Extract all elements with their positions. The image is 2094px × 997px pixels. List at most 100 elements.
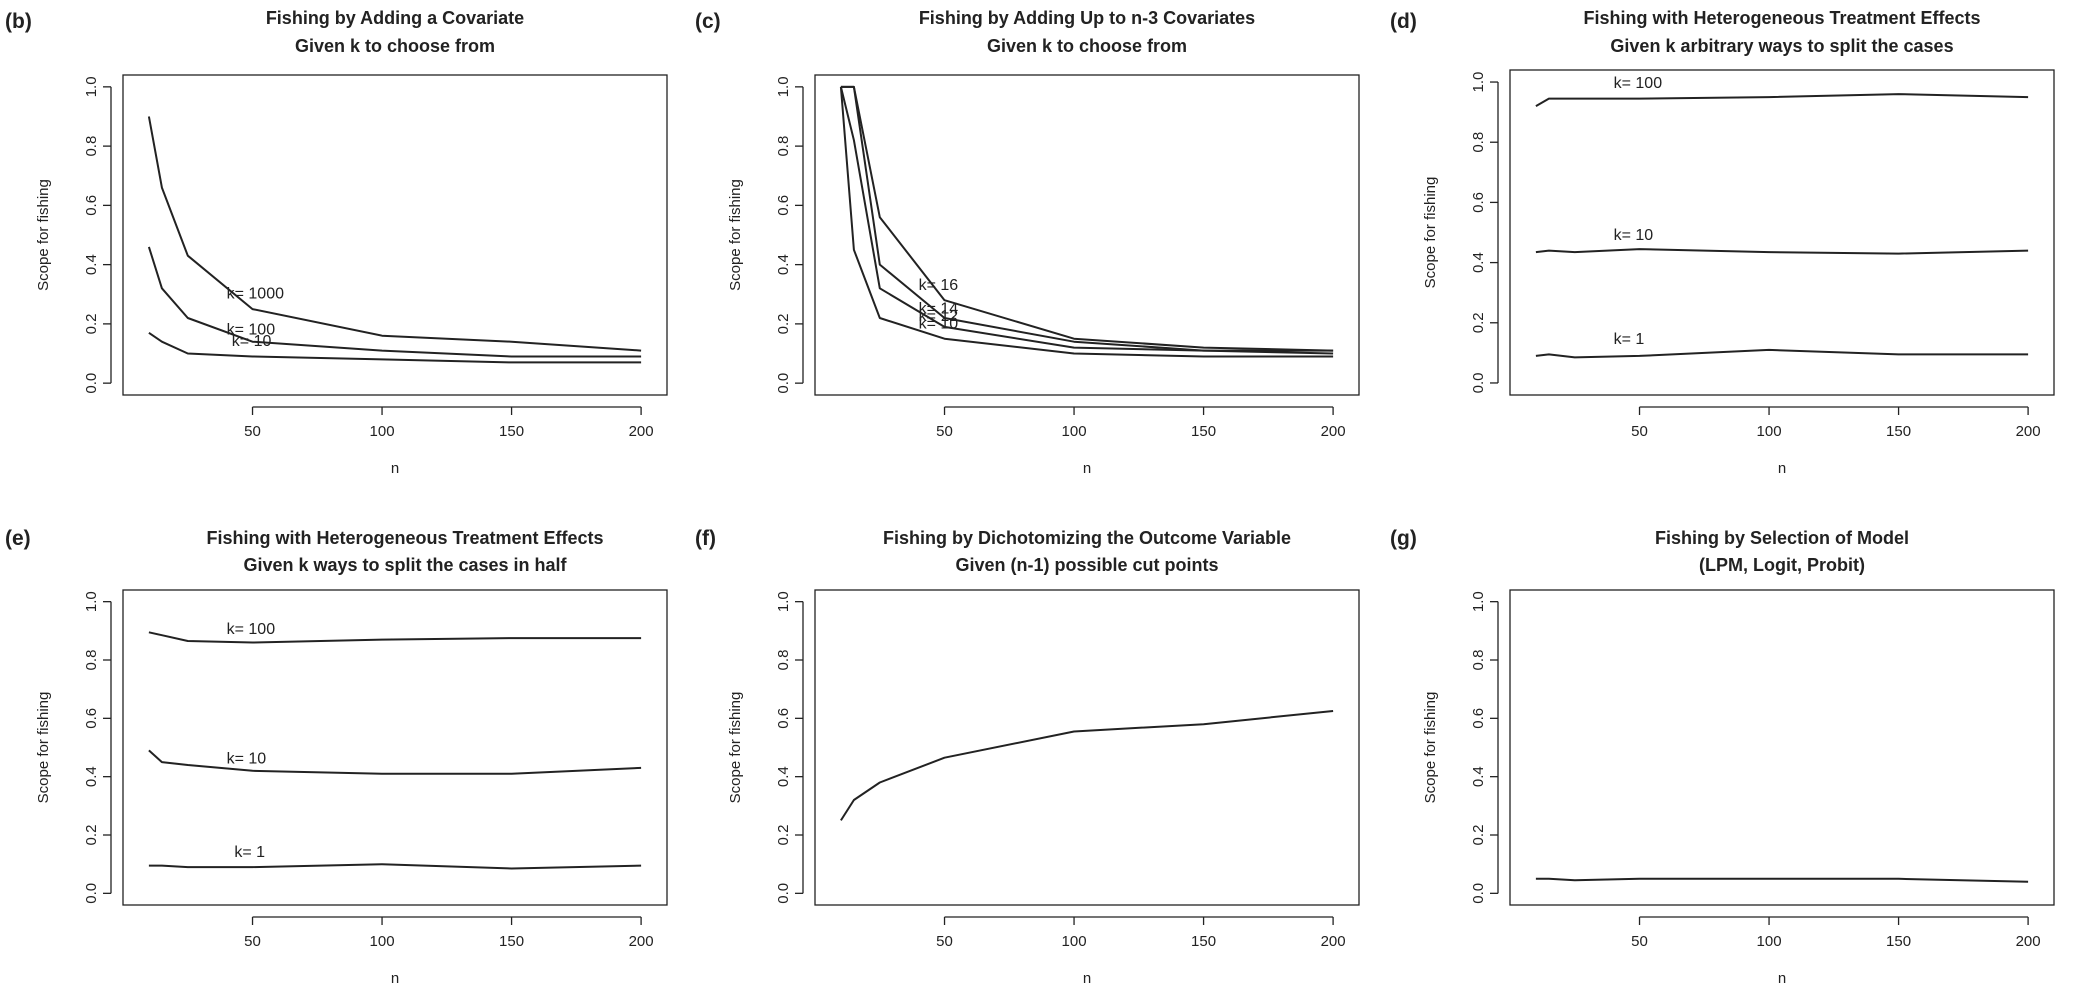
y-tick-label: 0.8 bbox=[775, 136, 792, 157]
y-tick-label: 0.8 bbox=[1470, 132, 1487, 153]
x-axis-label: n bbox=[1778, 970, 1786, 987]
series-line-1 bbox=[1535, 877, 2029, 883]
y-tick-label: 1.0 bbox=[1470, 72, 1487, 93]
series-line-1 bbox=[147, 116, 642, 352]
y-tick-label: 0.2 bbox=[775, 825, 792, 846]
series-line-4 bbox=[839, 86, 1334, 358]
y-tick-label: 0.0 bbox=[83, 883, 100, 904]
series-label: k= 1 bbox=[234, 844, 265, 861]
series-line-2 bbox=[1535, 248, 2029, 255]
y-tick-label: 0.4 bbox=[775, 254, 792, 275]
y-tick-label: 0.8 bbox=[775, 650, 792, 671]
x-tick-label: 150 bbox=[499, 933, 524, 950]
y-tick-label: 1.0 bbox=[83, 76, 100, 97]
series-label: k= 1 bbox=[1614, 331, 1645, 348]
series-line-2 bbox=[148, 749, 642, 775]
y-tick-label: 0.2 bbox=[83, 313, 100, 334]
series-line-3 bbox=[148, 863, 642, 870]
plot-frame bbox=[814, 74, 1360, 396]
y-tick-label: 0.2 bbox=[775, 313, 792, 334]
chart-title-line: Fishing by Adding a Covariate bbox=[266, 8, 524, 28]
plot-frame bbox=[1509, 589, 2055, 906]
y-tick-label: 0.0 bbox=[775, 373, 792, 394]
x-tick-label: 100 bbox=[1757, 423, 1782, 440]
x-tick-label: 150 bbox=[1886, 933, 1911, 950]
x-tick-label: 100 bbox=[1062, 933, 1087, 950]
chart-title-line: (LPM, Logit, Probit) bbox=[1699, 555, 1865, 575]
y-axis-label: Scope for fishing bbox=[35, 179, 52, 291]
chart-panel-2: (c) Fishing by Adding Up to n-3 Covariate… bbox=[695, 8, 1360, 477]
x-tick-label: 100 bbox=[1757, 933, 1782, 950]
x-tick-label: 50 bbox=[244, 423, 261, 440]
x-tick-label: 100 bbox=[370, 423, 395, 440]
chart-title-line: Given k ways to split the cases in half bbox=[243, 555, 567, 575]
chart-panel-4: (e) Fishing with Heterogeneous Treatment … bbox=[5, 527, 668, 987]
y-axis-label: Scope for fishing bbox=[1422, 692, 1439, 804]
y-tick-label: 0.0 bbox=[775, 883, 792, 904]
y-axis-label: Scope for fishing bbox=[1422, 177, 1439, 289]
chart-title-line: Fishing with Heterogeneous Treatment Eff… bbox=[206, 528, 603, 548]
y-tick-label: 0.4 bbox=[83, 766, 100, 787]
x-tick-label: 200 bbox=[2016, 933, 2041, 950]
x-axis-label: n bbox=[1778, 460, 1786, 477]
y-tick-label: 0.4 bbox=[775, 766, 792, 787]
series-label: k= 16 bbox=[919, 277, 959, 294]
y-tick-label: 0.8 bbox=[1470, 650, 1487, 671]
y-axis-label: Scope for fishing bbox=[727, 692, 744, 804]
y-tick-label: 0.4 bbox=[83, 254, 100, 275]
y-tick-label: 0.4 bbox=[1470, 252, 1487, 273]
series-line-3 bbox=[1535, 348, 2029, 359]
x-tick-label: 150 bbox=[1886, 423, 1911, 440]
series-line-3 bbox=[148, 331, 642, 364]
chart-title-line: Fishing by Dichotomizing the Outcome Var… bbox=[883, 528, 1291, 548]
panel-letter: (b) bbox=[5, 10, 32, 33]
series-line-1 bbox=[840, 710, 1334, 821]
x-tick-label: 150 bbox=[1191, 933, 1216, 950]
x-tick-label: 200 bbox=[629, 933, 654, 950]
y-tick-label: 1.0 bbox=[775, 76, 792, 97]
panel-letter: (g) bbox=[1390, 527, 1417, 550]
series-label: k= 10 bbox=[232, 333, 272, 350]
series-label: k= 100 bbox=[227, 321, 276, 338]
y-tick-label: 0.6 bbox=[775, 195, 792, 216]
x-tick-label: 50 bbox=[1631, 933, 1648, 950]
series-label: k= 100 bbox=[1614, 75, 1663, 92]
chart-panel-3: (d) Fishing with Heterogeneous Treatment … bbox=[1390, 8, 2055, 477]
x-tick-label: 100 bbox=[1062, 423, 1087, 440]
x-tick-label: 50 bbox=[936, 933, 953, 950]
chart-title-line: Given k to choose from bbox=[987, 36, 1187, 56]
plot-frame bbox=[122, 589, 668, 906]
plot-frame bbox=[122, 74, 668, 396]
series-line-2 bbox=[840, 85, 1334, 352]
y-tick-label: 0.6 bbox=[83, 708, 100, 729]
series-line-1 bbox=[1535, 93, 2029, 107]
y-tick-label: 0.2 bbox=[83, 825, 100, 846]
panel-letter: (d) bbox=[1390, 10, 1417, 33]
y-tick-label: 0.0 bbox=[1470, 373, 1487, 394]
chart-panel-5: (f) Fishing by Dichotomizing the Outcome … bbox=[695, 527, 1360, 987]
x-tick-label: 150 bbox=[499, 423, 524, 440]
series-label: k= 10 bbox=[919, 315, 959, 332]
x-tick-label: 50 bbox=[1631, 423, 1648, 440]
series-label: k= 10 bbox=[1614, 227, 1654, 244]
y-tick-label: 1.0 bbox=[1470, 591, 1487, 612]
y-tick-label: 0.6 bbox=[83, 195, 100, 216]
x-tick-label: 50 bbox=[244, 933, 261, 950]
y-tick-label: 0.8 bbox=[83, 136, 100, 157]
panel-letter: (e) bbox=[5, 527, 31, 550]
x-axis-label: n bbox=[1083, 970, 1091, 987]
y-tick-label: 0.4 bbox=[1470, 766, 1487, 787]
x-tick-label: 200 bbox=[629, 423, 654, 440]
chart-title-line: Fishing by Adding Up to n-3 Covariates bbox=[919, 8, 1255, 28]
chart-title-line: Fishing by Selection of Model bbox=[1655, 528, 1909, 548]
series-line-1 bbox=[148, 631, 642, 644]
y-tick-label: 1.0 bbox=[775, 591, 792, 612]
plot-frame bbox=[814, 589, 1360, 906]
y-tick-label: 1.0 bbox=[83, 591, 100, 612]
y-axis-label: Scope for fishing bbox=[727, 179, 744, 291]
x-tick-label: 50 bbox=[936, 423, 953, 440]
y-axis-label: Scope for fishing bbox=[35, 692, 52, 804]
y-tick-label: 0.8 bbox=[83, 650, 100, 671]
chart-panel-6: (g) Fishing by Selection of Model (LPM, Lo… bbox=[1390, 527, 2055, 987]
series-label: k= 14 bbox=[919, 301, 959, 318]
